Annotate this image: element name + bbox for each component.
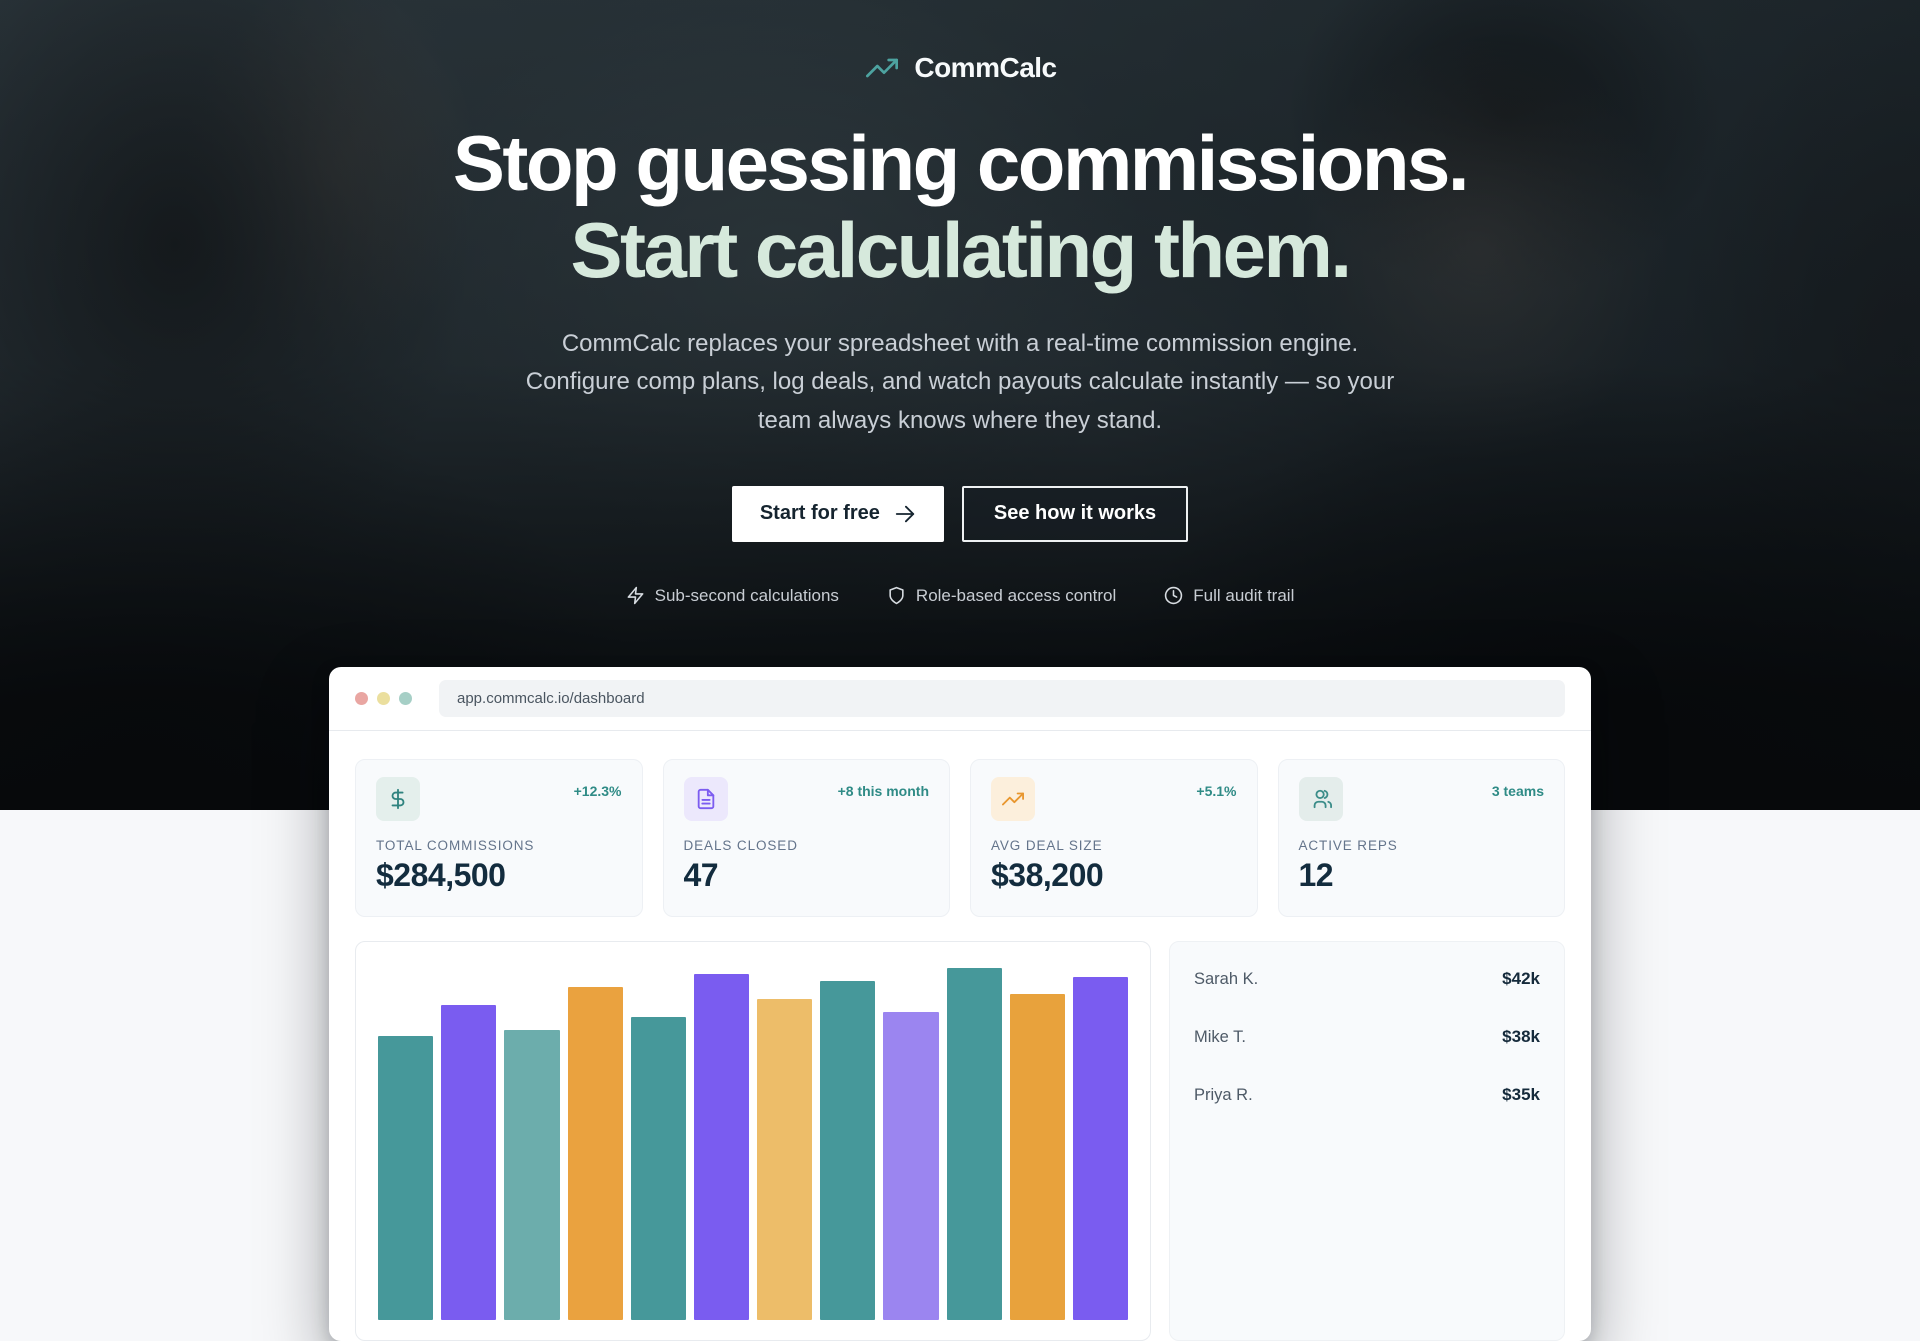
- leaderboard-card: Sarah K. $42k Mike T. $38k Priya R. $35k: [1169, 941, 1565, 1341]
- brand-logo: CommCalc: [0, 0, 1920, 84]
- rep-amount: $42k: [1502, 969, 1540, 988]
- stat-card-2: +5.1% AVG DEAL SIZE $38,200: [970, 759, 1258, 917]
- url-bar[interactable]: app.commcalc.io/dashboard: [439, 680, 1565, 717]
- headline: Stop guessing commissions. Start calculat…: [0, 119, 1920, 295]
- stat-label: ACTIVE REPS: [1298, 838, 1398, 853]
- feature-item-0: Sub-second calculations: [626, 586, 839, 606]
- bar-1: [378, 1036, 434, 1320]
- leaderboard-row-2: Priya R. $35k: [1194, 1066, 1540, 1124]
- cta-row: Start for free See how it works: [0, 485, 1920, 542]
- feature-item-1: Role-based access control: [887, 586, 1116, 606]
- close-dot[interactable]: [355, 692, 368, 705]
- stat-card-top: +8 this month: [683, 777, 929, 821]
- document-icon: [683, 777, 728, 821]
- bar-10: [946, 968, 1002, 1320]
- bar-8: [820, 981, 876, 1320]
- lightning-icon: [626, 586, 645, 605]
- stat-badge: +5.1%: [1196, 783, 1237, 799]
- stat-badge: +8 this month: [837, 783, 929, 799]
- feature-label: Full audit trail: [1193, 585, 1295, 605]
- stat-badge: +12.3%: [573, 783, 622, 799]
- charts-row: Sarah K. $42k Mike T. $38k Priya R. $35k: [355, 941, 1565, 1341]
- stat-card-0: +12.3% TOTAL COMMISSIONS $284,500: [355, 759, 643, 917]
- feature-item-2: Full audit trail: [1164, 586, 1294, 606]
- bar-6: [693, 974, 750, 1320]
- hero-subtitle: CommCalc replaces your spreadsheet with …: [525, 329, 1395, 434]
- rep-amount: $38k: [1502, 1027, 1540, 1046]
- bar-12: [1072, 977, 1129, 1320]
- feature-list: Sub-second calculations Role-based access…: [0, 586, 1920, 606]
- see-how-it-works-label: See how it works: [993, 502, 1157, 525]
- stat-card-3: 3 teams ACTIVE REPS 12: [1277, 759, 1565, 917]
- commissions-bar-chart: [355, 941, 1151, 1341]
- rep-name: Sarah K.: [1194, 969, 1259, 988]
- stat-card-top: +12.3%: [376, 777, 622, 821]
- traffic-lights: [355, 692, 412, 705]
- maximize-dot[interactable]: [399, 692, 412, 705]
- browser-mockup-window: app.commcalc.io/dashboard +12.3% TOTAL CO…: [329, 667, 1591, 1341]
- bar-7: [757, 999, 813, 1320]
- bar-5: [630, 1017, 686, 1320]
- browser-chrome: app.commcalc.io/dashboard: [329, 667, 1591, 731]
- leaderboard-row-0: Sarah K. $42k: [1194, 950, 1540, 1008]
- bar-4: [567, 987, 623, 1320]
- headline-line2: Start calculating them.: [570, 206, 1352, 295]
- stat-card-1: +8 this month DEALS CLOSED 47: [662, 759, 950, 917]
- stat-value: $284,500: [376, 857, 506, 893]
- rep-name: Priya R.: [1194, 1085, 1253, 1104]
- arrow-right-icon: [894, 503, 916, 525]
- start-for-free-label: Start for free: [759, 502, 880, 525]
- bar-9: [883, 1012, 939, 1320]
- rep-amount: $35k: [1502, 1085, 1540, 1104]
- clock-icon: [1164, 586, 1183, 605]
- see-how-it-works-button[interactable]: See how it works: [961, 485, 1189, 542]
- stat-value: 47: [683, 857, 719, 893]
- stat-label: AVG DEAL SIZE: [991, 838, 1103, 853]
- stat-label: TOTAL COMMISSIONS: [376, 838, 535, 853]
- dollar-icon: [376, 777, 420, 821]
- shield-icon: [887, 586, 906, 605]
- brand-name: CommCalc: [914, 52, 1057, 83]
- minimize-dot[interactable]: [377, 692, 390, 705]
- bar-3: [504, 1030, 560, 1320]
- stat-label: DEALS CLOSED: [683, 838, 798, 853]
- stat-value: $38,200: [991, 857, 1104, 893]
- rep-name: Mike T.: [1194, 1027, 1246, 1046]
- stat-value: 12: [1298, 857, 1334, 893]
- bar-2: [441, 1005, 497, 1320]
- stat-card-top: +5.1%: [991, 777, 1237, 821]
- leaderboard-row-1: Mike T. $38k: [1194, 1008, 1540, 1066]
- start-for-free-button[interactable]: Start for free: [731, 485, 944, 542]
- dashboard-content: +12.3% TOTAL COMMISSIONS $284,500 +8 this m…: [329, 731, 1591, 1341]
- trend-up-icon: [991, 777, 1035, 821]
- feature-label: Role-based access control: [915, 585, 1117, 605]
- bar-11: [1009, 994, 1065, 1320]
- bar-chart-bars: [378, 964, 1129, 1320]
- stat-card-top: 3 teams: [1298, 777, 1544, 821]
- users-icon: [1298, 777, 1343, 821]
- headline-line1: Stop guessing commissions.: [452, 119, 1470, 207]
- stat-badge: 3 teams: [1491, 783, 1544, 799]
- stats-row: +12.3% TOTAL COMMISSIONS $284,500 +8 this m…: [355, 759, 1565, 917]
- hero-section: CommCalc Stop guessing commissions. Start…: [0, 0, 1920, 810]
- feature-label: Sub-second calculations: [654, 585, 839, 605]
- trending-up-icon: [863, 52, 901, 84]
